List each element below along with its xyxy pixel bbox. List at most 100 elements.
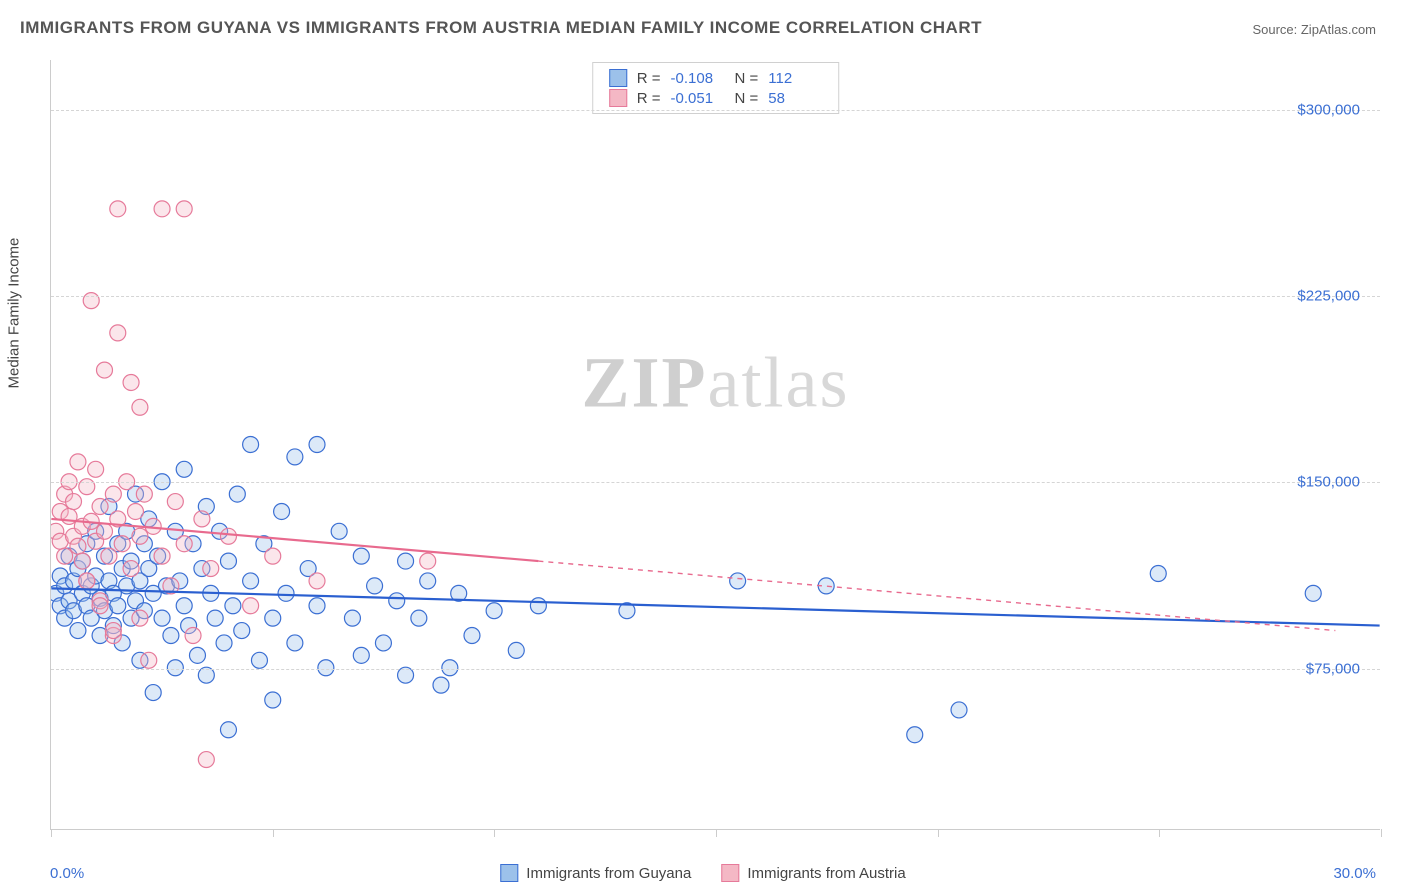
datapoint-guyana	[951, 702, 967, 718]
datapoint-austria	[309, 573, 325, 589]
datapoint-guyana	[234, 623, 250, 639]
datapoint-austria	[105, 486, 121, 502]
datapoint-guyana	[265, 692, 281, 708]
legend-swatch-guyana	[500, 864, 518, 882]
datapoint-guyana	[229, 486, 245, 502]
datapoint-austria	[132, 399, 148, 415]
datapoint-guyana	[1305, 585, 1321, 601]
scatter-svg	[51, 60, 1380, 829]
datapoint-austria	[79, 573, 95, 589]
datapoint-austria	[194, 511, 210, 527]
datapoint-austria	[127, 503, 143, 519]
datapoint-austria	[110, 325, 126, 341]
datapoint-guyana	[420, 573, 436, 589]
datapoint-austria	[79, 479, 95, 495]
datapoint-guyana	[189, 647, 205, 663]
datapoint-austria	[243, 598, 259, 614]
legend-label-austria: Immigrants from Austria	[747, 865, 905, 882]
datapoint-guyana	[398, 667, 414, 683]
x-tick	[273, 829, 274, 837]
datapoint-austria	[265, 548, 281, 564]
datapoint-guyana	[207, 610, 223, 626]
datapoint-guyana	[70, 623, 86, 639]
datapoint-austria	[92, 598, 108, 614]
datapoint-austria	[176, 536, 192, 552]
source-attribution: Source: ZipAtlas.com	[1252, 22, 1376, 37]
datapoint-guyana	[220, 553, 236, 569]
datapoint-guyana	[508, 642, 524, 658]
datapoint-guyana	[176, 598, 192, 614]
datapoint-guyana	[344, 610, 360, 626]
legend-item-guyana: Immigrants from Guyana	[500, 864, 691, 882]
datapoint-guyana	[287, 635, 303, 651]
datapoint-guyana	[389, 593, 405, 609]
datapoint-guyana	[274, 503, 290, 519]
datapoint-guyana	[353, 548, 369, 564]
x-tick	[716, 829, 717, 837]
x-tick	[1381, 829, 1382, 837]
gridline	[51, 669, 1380, 670]
y-tick-label: $225,000	[1297, 287, 1360, 304]
datapoint-guyana	[220, 722, 236, 738]
datapoint-austria	[66, 494, 82, 510]
datapoint-guyana	[486, 603, 502, 619]
datapoint-guyana	[309, 437, 325, 453]
datapoint-austria	[167, 494, 183, 510]
datapoint-austria	[74, 553, 90, 569]
datapoint-austria	[97, 362, 113, 378]
datapoint-austria	[220, 528, 236, 544]
datapoint-austria	[176, 201, 192, 217]
y-tick-label: $150,000	[1297, 474, 1360, 491]
datapoint-austria	[92, 499, 108, 515]
datapoint-austria	[154, 201, 170, 217]
datapoint-austria	[123, 561, 139, 577]
datapoint-guyana	[154, 610, 170, 626]
y-tick-label: $75,000	[1306, 660, 1360, 677]
datapoint-austria	[88, 461, 104, 477]
datapoint-guyana	[398, 553, 414, 569]
datapoint-guyana	[225, 598, 241, 614]
x-tick	[1159, 829, 1160, 837]
datapoint-austria	[123, 374, 139, 390]
datapoint-guyana	[411, 610, 427, 626]
datapoint-guyana	[176, 461, 192, 477]
datapoint-austria	[70, 454, 86, 470]
datapoint-austria	[114, 536, 130, 552]
legend-swatch-austria	[721, 864, 739, 882]
datapoint-austria	[101, 548, 117, 564]
datapoint-guyana	[331, 523, 347, 539]
legend-item-austria: Immigrants from Austria	[721, 864, 905, 882]
y-tick-label: $300,000	[1297, 101, 1360, 118]
legend-bottom: Immigrants from Guyana Immigrants from A…	[500, 864, 905, 882]
datapoint-guyana	[216, 635, 232, 651]
datapoint-guyana	[353, 647, 369, 663]
datapoint-austria	[420, 553, 436, 569]
datapoint-guyana	[907, 727, 923, 743]
datapoint-austria	[110, 201, 126, 217]
datapoint-austria	[132, 528, 148, 544]
datapoint-guyana	[730, 573, 746, 589]
gridline	[51, 296, 1380, 297]
datapoint-guyana	[265, 610, 281, 626]
x-axis-max-label: 30.0%	[1333, 865, 1376, 882]
datapoint-guyana	[145, 685, 161, 701]
datapoint-guyana	[163, 628, 179, 644]
datapoint-austria	[185, 628, 201, 644]
datapoint-austria	[136, 486, 152, 502]
datapoint-austria	[132, 610, 148, 626]
datapoint-austria	[70, 538, 86, 554]
legend-label-guyana: Immigrants from Guyana	[526, 865, 691, 882]
datapoint-austria	[141, 652, 157, 668]
x-tick	[938, 829, 939, 837]
datapoint-guyana	[243, 573, 259, 589]
y-axis-title: Median Family Income	[6, 238, 23, 389]
datapoint-guyana	[110, 598, 126, 614]
datapoint-guyana	[198, 667, 214, 683]
datapoint-guyana	[375, 635, 391, 651]
gridline	[51, 482, 1380, 483]
datapoint-guyana	[1150, 566, 1166, 582]
datapoint-guyana	[278, 585, 294, 601]
gridline	[51, 110, 1380, 111]
chart-title: IMMIGRANTS FROM GUYANA VS IMMIGRANTS FRO…	[20, 18, 982, 38]
x-tick	[51, 829, 52, 837]
